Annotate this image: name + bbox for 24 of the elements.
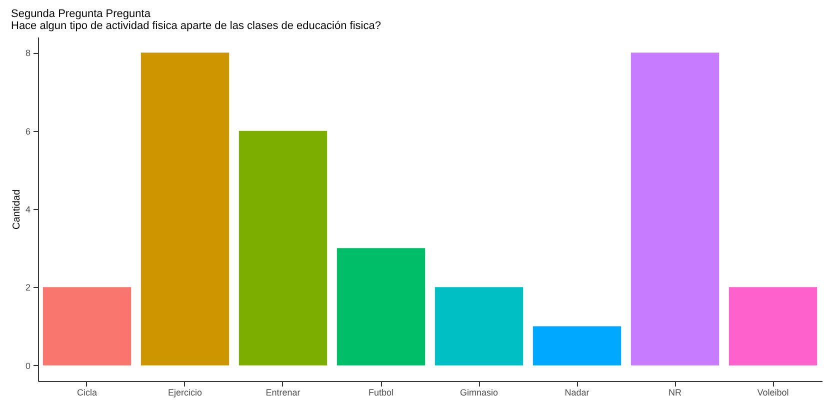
y-axis-title: Cantidad [11,189,22,230]
x-tick-label: Ejercicio [168,388,202,398]
x-tick-label: Entrenar [266,388,300,398]
y-tick-label: 2 [25,282,30,293]
chart-title: Segunda Pregunta Pregunta [10,8,152,20]
y-tick-label: 4 [25,204,30,214]
bar [238,130,328,366]
x-tick-label: Voleibol [757,388,789,398]
x-tick-label: Futbol [368,388,394,398]
y-tick-label: 8 [25,48,30,58]
bar [336,248,426,366]
bar [140,52,230,366]
y-tick-label: 6 [25,126,30,136]
chart-subtitle: Hace algun tipo de actividad fisica aparte de las clases de educación fisica? [10,20,381,32]
x-tick-label: Nadar [564,388,590,398]
x-tick-label: Gimnasio [460,388,498,398]
x-tick-label: NR [668,388,682,398]
bar [434,287,524,366]
bar [532,326,622,366]
bar [630,52,720,366]
bar [728,287,818,366]
y-tick-label: 0 [25,360,30,371]
bar [42,287,132,366]
x-tick-label: Cicla [76,388,98,398]
